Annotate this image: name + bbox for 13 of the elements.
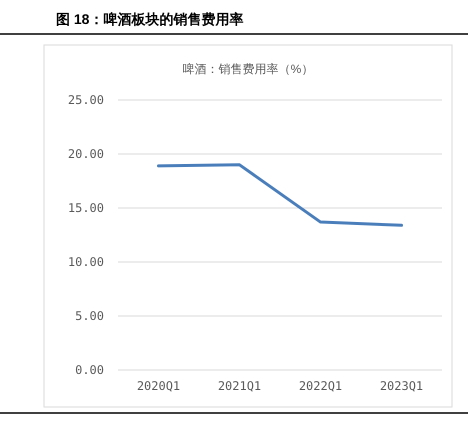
y-tick-label: 25.00	[68, 93, 104, 107]
x-tick-label: 2020Q1	[136, 379, 180, 393]
y-tick-label: 5.00	[75, 309, 104, 323]
y-tick-label: 15.00	[68, 201, 104, 215]
chart-title: 图 18：啤酒板块的销售费用率	[56, 11, 244, 27]
y-tick-label: 20.00	[68, 147, 104, 161]
x-tick-label: 2023Q1	[380, 379, 424, 393]
line-series	[157, 163, 403, 227]
y-tick-label: 0.00	[75, 363, 104, 377]
chart-subtitle: 啤酒：销售费用率（%）	[182, 62, 314, 76]
y-tick-label: 10.00	[68, 255, 104, 269]
x-tick-label: 2022Q1	[298, 379, 342, 393]
x-tick-label: 2021Q1	[218, 379, 262, 393]
